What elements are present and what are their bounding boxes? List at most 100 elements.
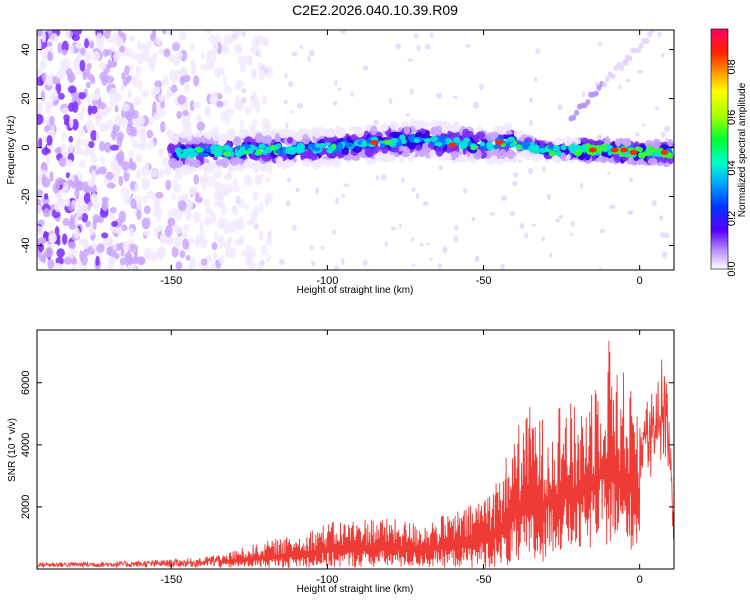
- heatmap-cell: [288, 81, 294, 88]
- heatmap-cell: [112, 51, 121, 63]
- heatmap-cell: [275, 157, 284, 169]
- heatmap-cell: [89, 40, 95, 49]
- heatmap-cell: [177, 94, 187, 105]
- heatmap-cell: [598, 41, 602, 47]
- heatmap-cell: [45, 101, 51, 110]
- heatmap-cell: [337, 87, 342, 92]
- heatmap-cell: [37, 30, 43, 38]
- heatmap-cell: [247, 262, 257, 270]
- heatmap-cell: [95, 119, 101, 127]
- colorbar-ticks: 0.0 0.2 0.4 0.6 0.8: [726, 59, 738, 276]
- heatmap-cell: [471, 216, 476, 222]
- heatmap-cell: [663, 232, 670, 239]
- heatmap-cell: [416, 150, 426, 157]
- heatmap-cell: [501, 194, 508, 202]
- heatmap-cell: [136, 201, 143, 211]
- heatmap-cell: [210, 144, 218, 152]
- heatmap-cell: [295, 187, 300, 193]
- heatmap-cell: [216, 100, 224, 108]
- heatmap-cell: [97, 102, 107, 110]
- heatmap-cell: [65, 159, 73, 167]
- heatmap-cell: [140, 165, 149, 177]
- heatmap-cell: [91, 242, 97, 250]
- heatmap-cell: [44, 247, 54, 258]
- heatmap-cell: [258, 143, 266, 151]
- heatmap-cell: [416, 44, 421, 52]
- x-tick-label: 0: [637, 574, 643, 586]
- heatmap-cell: [203, 265, 209, 270]
- heatmap-cell: [462, 128, 470, 139]
- heatmap-cell: [146, 41, 152, 49]
- heatmap-cell: [547, 145, 554, 150]
- snr-x-label: Height of straight line (km): [297, 584, 414, 595]
- figure-title: C2E2.2026.040.10.39.R09: [292, 2, 458, 18]
- heatmap-cell: [239, 216, 244, 228]
- heatmap-cell: [436, 92, 442, 99]
- heatmap-cell: [637, 147, 644, 153]
- heatmap-cell: [184, 81, 190, 94]
- heatmap-cell: [130, 126, 137, 135]
- heatmap-cell: [109, 96, 118, 108]
- heatmap-cell: [87, 201, 93, 208]
- heatmap-cell: [150, 169, 159, 178]
- heatmap-cell: [134, 183, 140, 192]
- heatmap-cell: [460, 142, 468, 149]
- heatmap-cell: [667, 139, 674, 147]
- heatmap-cell: [115, 167, 122, 174]
- heatmap-cell: [101, 232, 109, 239]
- heatmap-cell: [142, 181, 150, 191]
- heatmap-cell: [173, 176, 178, 188]
- heatmap-cell: [95, 255, 100, 267]
- heatmap-cell: [266, 234, 273, 246]
- heatmap-cell: [37, 41, 42, 51]
- heatmap-cell: [46, 153, 51, 166]
- heatmap-cell: [435, 146, 444, 157]
- heatmap-cell: [120, 83, 125, 92]
- heatmap-cell: [193, 101, 202, 109]
- heatmap-cell: [38, 137, 43, 149]
- heatmap-cell: [81, 149, 90, 157]
- heatmap-cell: [253, 223, 259, 230]
- heatmap-cell: [210, 91, 218, 103]
- heatmap-cell: [128, 157, 134, 170]
- heatmap-cell: [124, 251, 132, 263]
- heatmap-cell: [212, 251, 218, 263]
- heatmap-cell: [283, 99, 288, 105]
- heatmap-cell: [385, 139, 393, 146]
- heatmap-cell: [109, 87, 118, 100]
- heatmap-cell: [83, 192, 92, 205]
- heatmap-cell: [42, 208, 51, 218]
- heatmap-cell: [364, 147, 374, 157]
- heatmap-cell: [38, 255, 46, 262]
- heatmap-cell: [155, 36, 162, 46]
- heatmap-cell: [574, 150, 583, 156]
- x-tick-label: -150: [160, 275, 182, 287]
- heatmap-cell: [568, 147, 577, 152]
- heatmap-cell: [158, 48, 166, 56]
- heatmap-cell: [90, 76, 96, 85]
- heatmap-cell: [168, 157, 178, 168]
- heatmap-cell: [261, 94, 268, 105]
- heatmap-cell: [554, 218, 561, 222]
- heatmap-cell: [362, 259, 368, 266]
- heatmap-cell: [162, 30, 167, 35]
- heatmap-cell: [413, 138, 420, 143]
- heatmap-cell: [110, 130, 117, 141]
- heatmap-cell: [281, 129, 288, 138]
- heatmap-cell: [81, 138, 90, 146]
- heatmap-cell: [68, 43, 75, 54]
- heatmap-cell: [111, 220, 118, 228]
- heatmap-cell: [110, 159, 119, 169]
- heatmap-cell: [151, 30, 157, 39]
- heatmap-cell: [52, 181, 60, 194]
- heatmap-cell: [341, 258, 345, 266]
- heatmap-cell: [163, 166, 172, 177]
- heatmap-cell: [110, 60, 117, 68]
- heatmap-cell: [264, 176, 271, 183]
- heatmap-cell: [92, 50, 100, 62]
- heatmap-cell: [106, 246, 112, 256]
- colorbar-tick-label: 0.4: [726, 160, 738, 175]
- heatmap-cell: [101, 200, 109, 212]
- heatmap-cell: [232, 204, 238, 214]
- heatmap-cell: [541, 236, 546, 242]
